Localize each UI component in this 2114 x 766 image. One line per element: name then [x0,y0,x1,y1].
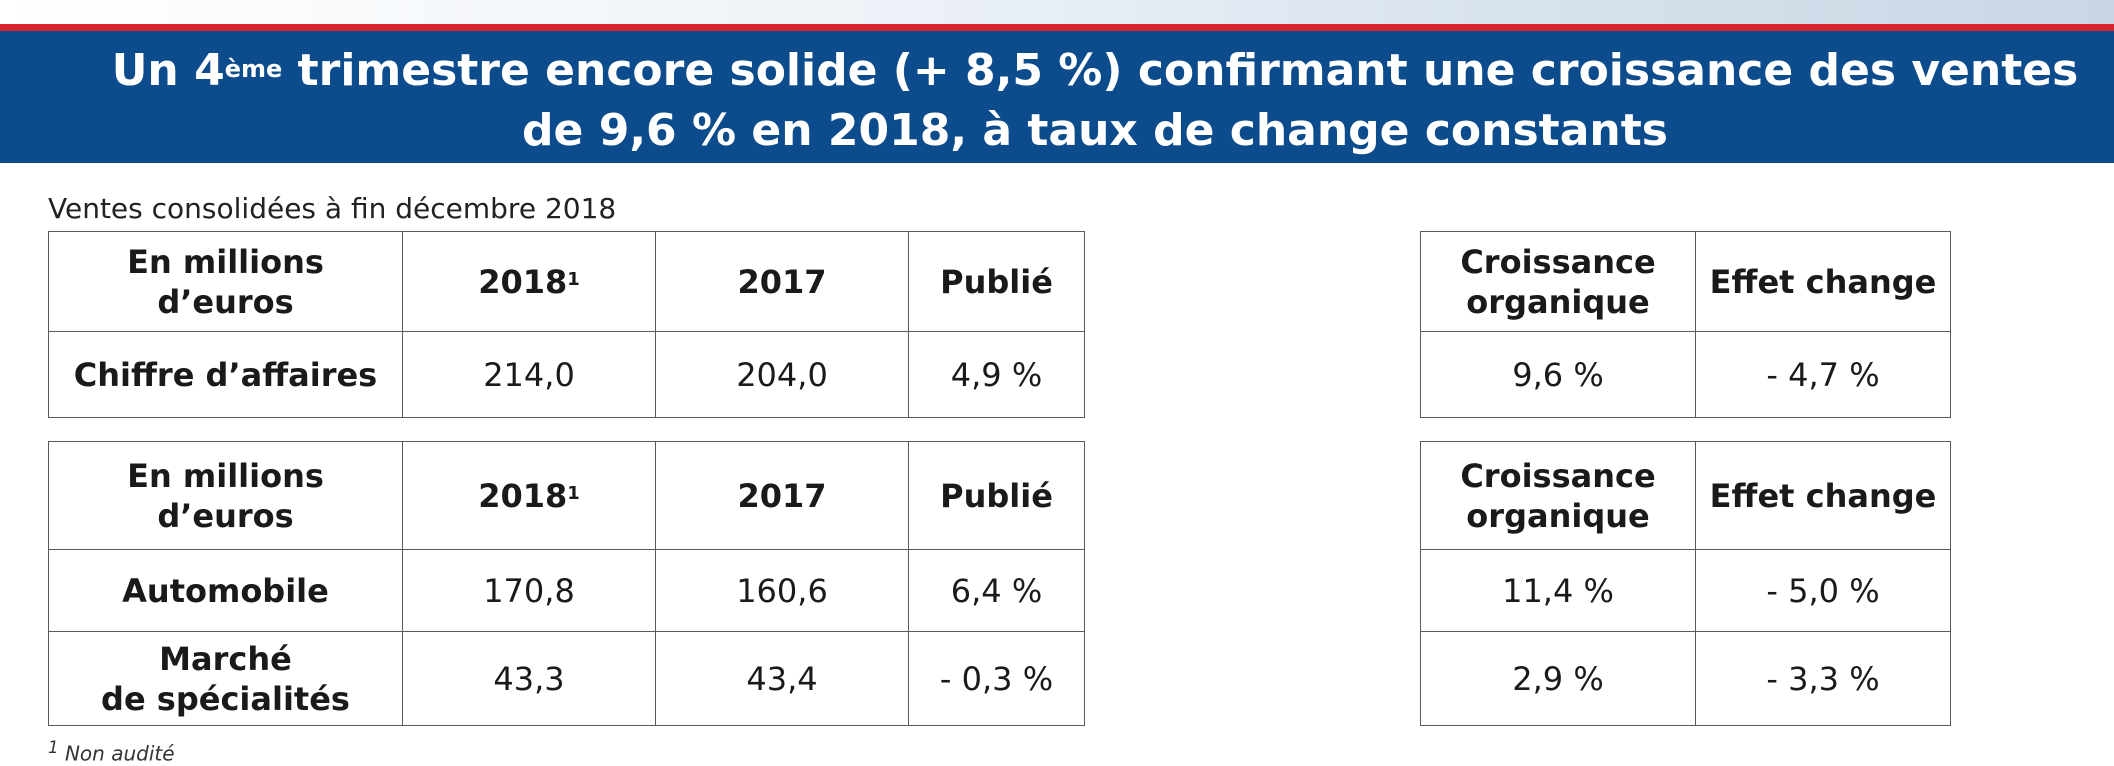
header-red-rule [0,24,2114,31]
footnote: 1 Non audité [48,738,175,766]
cell-2018: 214,0 [402,331,656,418]
header-publie: Publié [908,441,1085,550]
header-fx-effect: Effet change [1695,231,1951,332]
table-row: 9,6 % - 4,7 % [1420,331,1951,418]
table-row: Chiffre d’affaires 214,0 204,0 4,9 % [48,331,1085,418]
header-2017: 2017 [655,231,909,332]
cell-organic: 9,6 % [1420,331,1696,418]
cell-organic: 11,4 % [1420,549,1696,632]
header-fx-effect: Effet change [1695,441,1951,550]
table-header-row: Croissance organique Effet change [1420,231,1951,332]
cell-2017: 204,0 [655,331,909,418]
page-title-line2: de 9,6 % en 2018, à taux de change const… [522,105,1668,156]
header-publie: Publié [908,231,1085,332]
header-unit: En millions d’euros [48,441,403,550]
table-header-row: En millions d’euros 20181 2017 Publié [48,231,1085,332]
header-organic-growth: Croissance organique [1420,231,1696,332]
footnote-mark: 1 [567,268,580,290]
cell-2017: 43,4 [655,631,909,726]
header-organic-growth: Croissance organique [1420,441,1696,550]
cell-2017: 160,6 [655,549,909,632]
title-superscript: ème [224,55,283,83]
cell-fx: - 4,7 % [1695,331,1951,418]
page-title-line1: Un 4ème trimestre encore solide (+ 8,5 %… [111,45,2079,96]
table-caption: Ventes consolidées à fin décembre 2018 [48,192,617,225]
row-label: Marché de spécialités [48,631,403,726]
growth-total-table: Croissance organique Effet change 9,6 % … [1420,231,1951,418]
cell-fx: - 5,0 % [1695,549,1951,632]
row-label: Chiffre d’affaires [48,331,403,418]
cell-2018: 43,3 [402,631,656,726]
header-unit: En millions d’euros [48,231,403,332]
table-header-row: En millions d’euros 20181 2017 Publié [48,441,1085,550]
cell-organic: 2,9 % [1420,631,1696,726]
growth-segments-table: Croissance organique Effet change 11,4 %… [1420,441,1951,726]
row-label: Automobile [48,549,403,632]
table-row: Automobile 170,8 160,6 6,4 % [48,549,1085,632]
table-row: 2,9 % - 3,3 % [1420,631,1951,726]
header-2017: 2017 [655,441,909,550]
table-header-row: Croissance organique Effet change [1420,441,1951,550]
page-title: Un 4ème trimestre encore solide (+ 8,5 %… [100,41,2090,161]
table-row: Marché de spécialités 43,3 43,4 - 0,3 % [48,631,1085,726]
title-banner: Un 4ème trimestre encore solide (+ 8,5 %… [0,31,2114,163]
sales-total-table: En millions d’euros 20181 2017 Publié Ch… [48,231,1085,418]
header-2018: 20181 [402,231,656,332]
footnote-mark: 1 [567,482,580,504]
table-row: 11,4 % - 5,0 % [1420,549,1951,632]
header-2018: 20181 [402,441,656,550]
cell-publie: - 0,3 % [908,631,1085,726]
cell-publie: 4,9 % [908,331,1085,418]
sales-segments-table: En millions d’euros 20181 2017 Publié Au… [48,441,1085,726]
cell-2018: 170,8 [402,549,656,632]
cell-fx: - 3,3 % [1695,631,1951,726]
cell-publie: 6,4 % [908,549,1085,632]
header-background-strip [0,0,2114,28]
